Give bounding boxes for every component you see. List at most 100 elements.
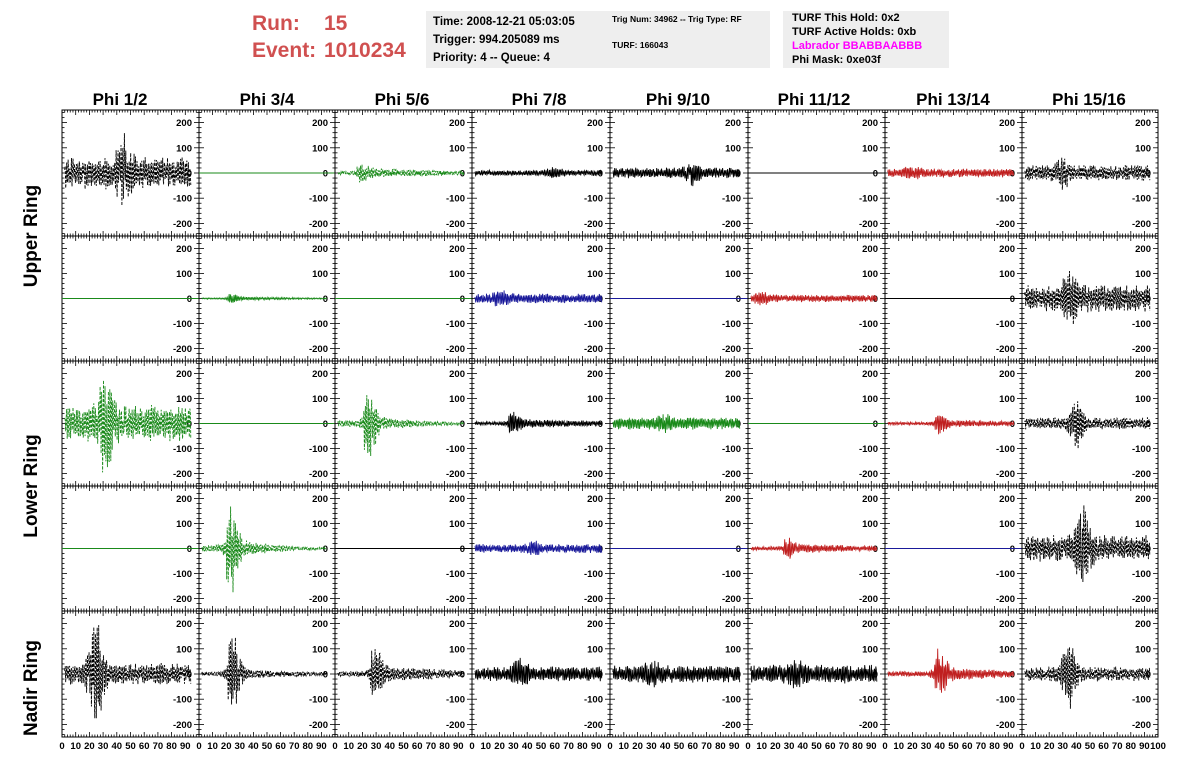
y-tick-label: 100	[999, 394, 1015, 405]
y-tick-label: 200	[999, 369, 1015, 380]
y-tick-label: 0	[323, 169, 328, 180]
y-tick-label: 100	[1135, 269, 1151, 280]
y-tick-label: -200	[309, 594, 328, 605]
waveform-trace	[750, 537, 878, 559]
y-tick-label: 100	[862, 394, 878, 405]
y-tick-label: -100	[859, 194, 878, 205]
y-tick-label: -200	[1132, 469, 1151, 480]
waveform-trace	[474, 411, 603, 434]
waveform-trace	[474, 290, 603, 307]
y-tick-label: -200	[996, 594, 1015, 605]
y-tick-label: 200	[176, 244, 192, 255]
column-title: Phi 5/6	[375, 90, 430, 109]
y-tick-label: 100	[999, 269, 1015, 280]
y-tick-label: -100	[1132, 319, 1151, 330]
y-tick-label: 200	[312, 118, 328, 129]
y-tick-label: 100	[176, 519, 192, 530]
y-tick-label: 200	[725, 118, 741, 129]
y-tick-label: -100	[309, 569, 328, 580]
y-tick-label: -200	[996, 344, 1015, 355]
y-tick-label: -100	[722, 194, 741, 205]
y-tick-label: 100	[725, 143, 741, 154]
y-tick-label: 200	[449, 118, 465, 129]
y-tick-label: -100	[309, 194, 328, 205]
y-tick-label: 100	[312, 519, 328, 530]
y-tick-label: 100	[725, 269, 741, 280]
y-tick-label: -200	[309, 344, 328, 355]
column-title: Phi 3/4	[240, 90, 295, 109]
y-tick-label: 100	[725, 394, 741, 405]
y-tick-label: 100	[176, 143, 192, 154]
y-tick-label: -200	[859, 469, 878, 480]
y-tick-label: 200	[587, 369, 603, 380]
waveform-trace	[201, 294, 328, 303]
y-tick-label: -200	[722, 469, 741, 480]
y-tick-label: 200	[312, 494, 328, 505]
y-tick-label: -200	[173, 594, 192, 605]
y-tick-label: -200	[859, 344, 878, 355]
y-tick-label: 100	[999, 143, 1015, 154]
y-tick-label: -100	[173, 444, 192, 455]
y-tick-label: 100	[862, 269, 878, 280]
y-tick-label: -200	[446, 469, 465, 480]
y-tick-label: 200	[862, 118, 878, 129]
y-tick-label: -100	[173, 569, 192, 580]
y-tick-label: -100	[309, 319, 328, 330]
y-tick-label: -100	[446, 194, 465, 205]
y-tick-label: -200	[1132, 219, 1151, 230]
column-titles: Phi 1/2 Phi 3/4 Phi 5/6 Phi 7/8 Phi 9/10…	[93, 90, 1126, 109]
y-tick-label: 200	[999, 494, 1015, 505]
y-tick-label: 200	[449, 244, 465, 255]
y-tick-label: -100	[584, 319, 603, 330]
y-tick-label: 100	[587, 394, 603, 405]
y-tick-label: 100	[312, 394, 328, 405]
waveform-trace	[64, 133, 192, 206]
y-tick-label: -100	[859, 319, 878, 330]
waveform-trace	[750, 292, 878, 306]
y-tick-label: 100	[449, 394, 465, 405]
y-tick-label: 0	[323, 294, 328, 305]
y-tick-label: 100	[587, 519, 603, 530]
y-tick-label: -200	[309, 469, 328, 480]
y-tick-label: 100	[1135, 143, 1151, 154]
y-tick-label: 200	[176, 118, 192, 129]
y-tick-label: -100	[584, 194, 603, 205]
y-tick-label: 100	[587, 143, 603, 154]
column-title: Phi 13/14	[916, 90, 990, 109]
ring-label-upper: Upper Ring	[21, 185, 42, 287]
y-tick-label: 200	[862, 369, 878, 380]
y-tick-label: -200	[584, 219, 603, 230]
y-tick-label: -100	[859, 569, 878, 580]
ring-labels: Upper Ring Lower Ring Nadir Ring	[21, 185, 42, 736]
y-tick-label: -100	[446, 319, 465, 330]
y-tick-label: 0	[736, 294, 741, 305]
y-tick-label: 0	[1010, 544, 1015, 555]
y-tick-label: 200	[725, 494, 741, 505]
waveform-trace	[64, 380, 192, 473]
waveform-trace	[337, 164, 465, 183]
y-tick-label: 100	[176, 394, 192, 405]
y-tick-label: -100	[1132, 194, 1151, 205]
y-tick-label: -100	[859, 444, 878, 455]
y-tick-label: 100	[587, 269, 603, 280]
y-tick-label: -200	[722, 344, 741, 355]
y-tick-label: -200	[859, 219, 878, 230]
waveform-trace	[887, 166, 1015, 180]
y-tick-label: 0	[187, 544, 192, 555]
y-tick-label: -200	[309, 219, 328, 230]
y-tick-label: 0	[460, 294, 465, 305]
